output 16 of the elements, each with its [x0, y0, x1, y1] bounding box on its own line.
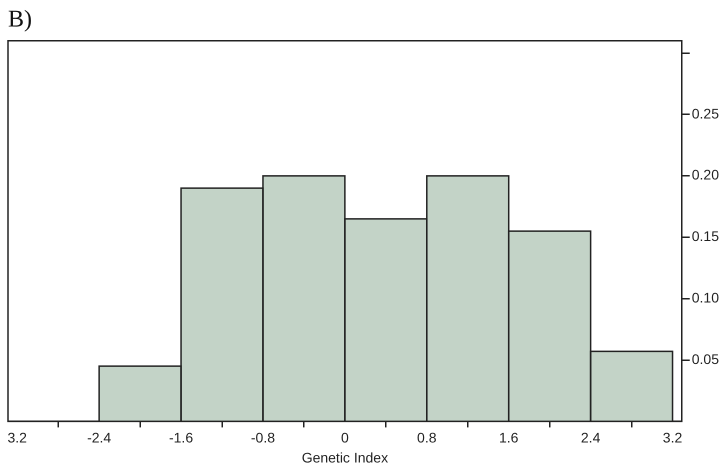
x-tick-label: -1.6 — [168, 430, 194, 446]
x-tick-label: 2.4 — [580, 430, 601, 446]
x-tick-label: 0.8 — [417, 430, 437, 446]
y-tick-label: 0.15 — [692, 228, 720, 244]
x-tick-label: 3.2 — [662, 430, 682, 446]
x-tick-label: -2.4 — [87, 430, 112, 446]
chart-title: B) — [8, 6, 32, 33]
x-axis-title: Genetic Index — [302, 449, 388, 466]
x-tick-label: 3.2 — [7, 430, 28, 446]
x-tick-label: -0.8 — [250, 430, 276, 446]
y-tick-label: 0.10 — [692, 289, 720, 306]
y-tick-label: 0.20 — [692, 166, 720, 183]
x-tick-label: 0 — [340, 430, 349, 446]
x-tick-label: 1.6 — [498, 430, 519, 446]
y-tick-label: 0.25 — [692, 105, 720, 122]
y-tick-label: 0.05 — [692, 350, 720, 367]
